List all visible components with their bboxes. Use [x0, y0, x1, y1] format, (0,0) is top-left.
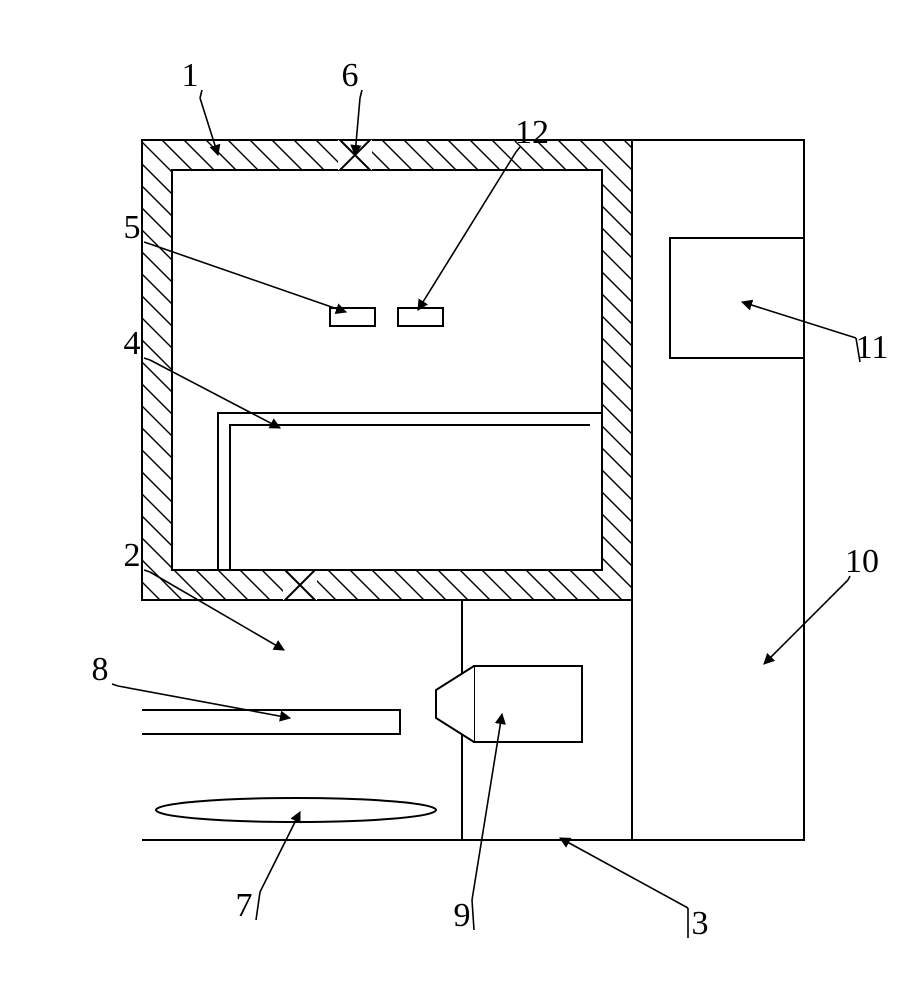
- label-text-9: 9: [454, 897, 471, 934]
- panel-box-11: [670, 238, 804, 358]
- label-12: 12: [418, 114, 549, 310]
- chip-12: [398, 308, 443, 326]
- box4-inner: [230, 425, 590, 570]
- label-text-2: 2: [124, 537, 141, 574]
- side-panel: [632, 140, 804, 840]
- label-8: 8: [92, 651, 291, 718]
- label-3: 3: [560, 838, 709, 942]
- bar-8: [142, 710, 400, 734]
- label-text-6: 6: [342, 57, 359, 94]
- label-text-12: 12: [515, 114, 549, 151]
- hatched-frame: [92, 0, 682, 1000]
- diagram-canvas: 1 6 12 5 4 2 8 7 9 3 10 11: [0, 0, 916, 1000]
- label-9: 9: [454, 714, 503, 934]
- label-2: 2: [124, 537, 285, 650]
- box4-outer: [218, 413, 602, 570]
- label-text-7: 7: [236, 887, 253, 924]
- label-text-8: 8: [92, 651, 109, 688]
- speaker-cone: [436, 666, 474, 742]
- label-text-1: 1: [182, 57, 199, 94]
- label-text-11: 11: [856, 329, 889, 366]
- speaker-box: [474, 666, 582, 742]
- label-10: 10: [764, 543, 879, 664]
- chip-5: [330, 308, 375, 326]
- label-text-5: 5: [124, 209, 141, 246]
- outer-shell: [142, 140, 632, 600]
- label-5: 5: [124, 209, 347, 312]
- label-text-10: 10: [845, 543, 879, 580]
- label-11: 11: [742, 302, 888, 366]
- label-7: 7: [236, 812, 301, 924]
- inner-shell: [172, 170, 602, 570]
- label-text-3: 3: [692, 905, 709, 942]
- label-text-4: 4: [124, 325, 141, 362]
